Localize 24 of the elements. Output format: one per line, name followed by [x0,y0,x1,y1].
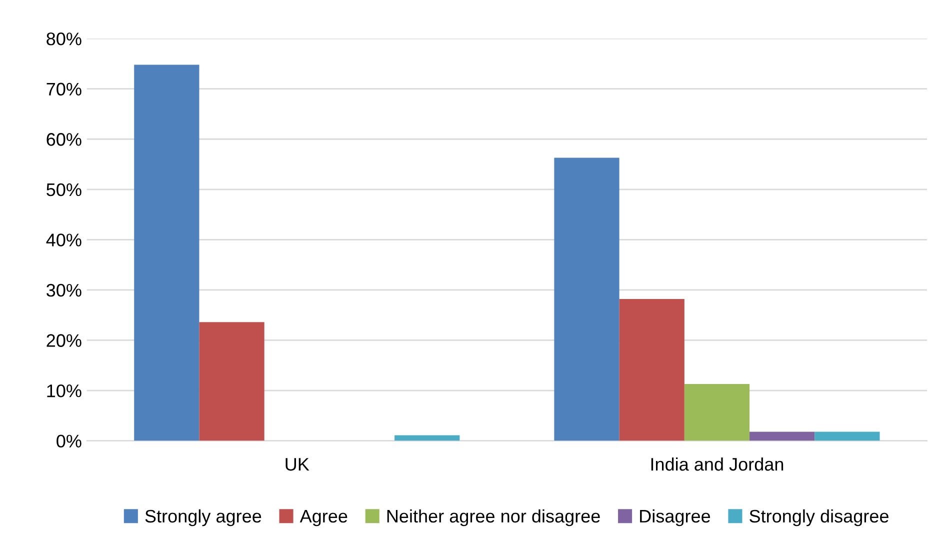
bar [684,384,750,441]
legend-label: Strongly agree [145,509,262,526]
y-tick-label: 40% [46,234,82,246]
x-tick-label: India and Jordan [651,457,784,471]
x-tick-label: UK [286,458,310,471]
bar [619,299,684,441]
y-tick-label: 0% [56,434,82,448]
bar [394,435,460,441]
legend-label: Disagree [640,509,710,526]
y-tick-label: 10% [47,384,82,398]
bar [750,432,815,441]
y-tick-label: 60% [46,133,82,146]
y-tick-label: 30% [46,284,82,297]
y-tick-label: 50% [46,183,82,196]
bar [814,432,880,441]
legend-label: Neither agree nor disagree [387,509,600,526]
y-tick-label: 80% [46,32,82,46]
bar [134,64,200,441]
y-tick-label: 20% [46,334,82,347]
bar [554,158,620,441]
legend-label: Agree [300,510,348,526]
legend-label: Strongly disagree [750,509,888,526]
y-tick-label: 70% [46,82,82,96]
bar [199,322,264,441]
